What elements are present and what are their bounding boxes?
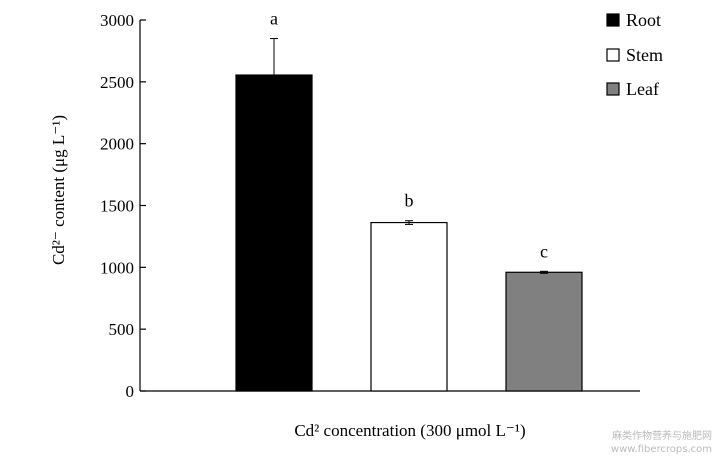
chart-legend: Root Stem Leaf [606, 10, 663, 99]
bar-leaf [505, 271, 583, 392]
legend-swatch-stem [606, 48, 620, 62]
y-tick-label: 3000 [100, 11, 134, 30]
chart-axes: 0 500 1000 1500 2000 2500 3000 [100, 11, 640, 401]
legend-label-root: Root [626, 10, 661, 30]
significance-letter: c [540, 241, 548, 261]
legend-label-leaf: Leaf [626, 79, 659, 99]
legend-label-stem: Stem [626, 45, 663, 65]
y-tick-label: 2000 [100, 135, 134, 154]
significance-letter: b [405, 191, 414, 211]
significance-letter: a [270, 9, 278, 29]
legend-swatch-root [606, 13, 620, 27]
y-tick-label: 500 [109, 320, 135, 339]
y-axis-label: Cd²⁻ content (μg L⁻¹) [49, 115, 68, 265]
watermark-line1: 麻类作物营养与施肥网 [612, 429, 712, 442]
y-tick-label: 2500 [100, 73, 134, 92]
watermark-line2: www.fibercrops.com [611, 444, 712, 455]
y-tick-label: 1000 [100, 258, 134, 277]
bar-stem [370, 221, 448, 392]
y-tick-label: 0 [126, 382, 135, 401]
y-tick-label: 1500 [100, 197, 134, 216]
x-axis-label: Cd² concentration (300 μmol L⁻¹) [294, 421, 525, 440]
bar-root [235, 74, 313, 392]
chart-bars: a b c [235, 9, 583, 392]
legend-swatch-leaf [606, 82, 620, 96]
